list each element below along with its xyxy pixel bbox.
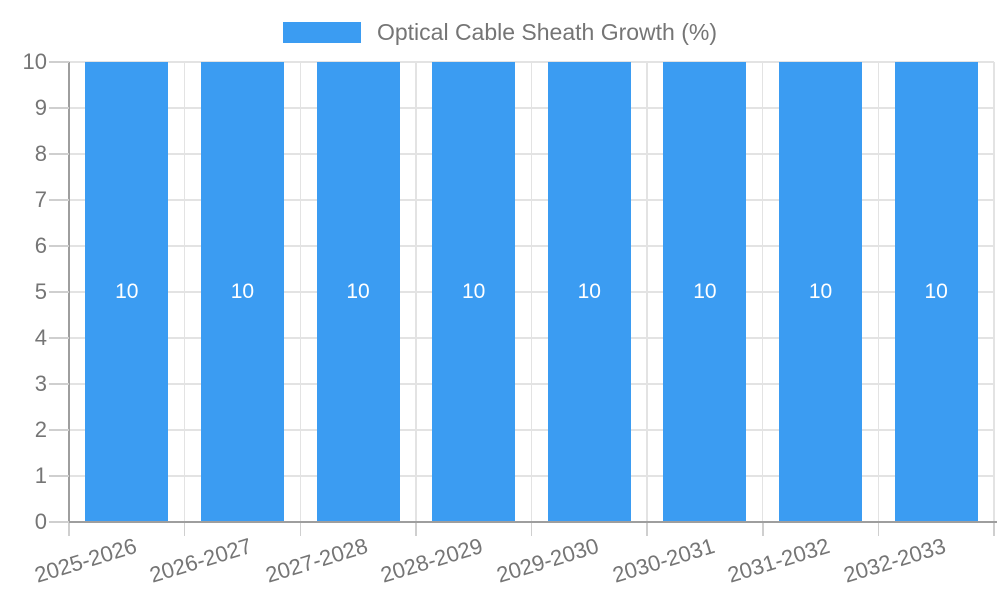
y-tick <box>49 107 69 109</box>
x-axis-label: 2032-2033 <box>840 533 949 588</box>
bar[interactable]: 10 <box>432 62 516 522</box>
y-tick <box>49 383 69 385</box>
x-grid-line <box>530 62 533 522</box>
x-axis-label: 2030-2031 <box>609 533 718 588</box>
legend-swatch <box>282 21 361 43</box>
y-tick <box>49 153 69 155</box>
x-tick <box>68 523 70 536</box>
y-axis-label: 1 <box>34 463 47 488</box>
bar-value-label: 10 <box>462 280 486 303</box>
x-grid-line <box>877 62 880 522</box>
x-grid-line <box>299 62 301 522</box>
bar-value-label: 10 <box>924 280 948 303</box>
bar[interactable]: 10 <box>85 62 169 522</box>
x-tick <box>415 523 417 536</box>
bar[interactable]: 10 <box>663 62 747 522</box>
x-axis-label: 2029-2030 <box>493 533 602 588</box>
x-grid-line <box>183 62 186 522</box>
x-tick <box>299 523 301 536</box>
y-axis-label: 5 <box>34 279 47 304</box>
bar-value-label: 10 <box>577 280 601 303</box>
legend-item[interactable]: Optical Cable Sheath Growth (%) <box>282 18 718 46</box>
plot-area: 10 10 10 10 10 10 10 10 <box>69 61 995 522</box>
bar[interactable]: 10 <box>779 62 863 522</box>
bar-value-label: 10 <box>230 280 255 303</box>
bar[interactable]: 10 <box>316 62 400 522</box>
x-grid-line <box>993 62 995 522</box>
y-axis-label: 4 <box>34 325 47 350</box>
y-tick <box>49 429 69 431</box>
x-axis-line <box>69 521 997 523</box>
x-tick <box>530 523 533 536</box>
y-axis-label: 3 <box>34 371 47 396</box>
y-axis-label: 2 <box>34 417 47 442</box>
x-grid-line <box>415 62 417 522</box>
y-axis-label: 7 <box>34 187 47 212</box>
bar[interactable]: 10 <box>894 62 978 522</box>
x-grid-line <box>646 62 648 522</box>
legend: Optical Cable Sheath Growth (%) <box>0 18 1000 46</box>
y-tick <box>49 245 69 247</box>
x-tick <box>993 523 995 536</box>
y-axis-line <box>68 62 70 522</box>
x-axis-label: 2028-2029 <box>378 533 486 588</box>
x-grid-line <box>762 62 764 522</box>
x-axis-label: 2031-2032 <box>724 533 833 588</box>
bar[interactable]: 10 <box>200 62 284 522</box>
bar-value-label: 10 <box>346 280 370 303</box>
x-tick <box>762 523 764 536</box>
y-tick <box>49 521 69 523</box>
x-tick <box>183 523 186 536</box>
y-tick <box>49 199 69 201</box>
y-tick <box>49 337 69 339</box>
x-axis-label: 2025-2026 <box>31 533 140 588</box>
bar[interactable]: 10 <box>547 62 631 522</box>
bar-value-label: 10 <box>808 280 833 303</box>
x-axis-label: 2026-2027 <box>146 533 255 588</box>
y-axis-label: 9 <box>34 95 47 120</box>
bar-value-label: 10 <box>115 280 139 303</box>
y-axis-label: 6 <box>34 233 47 258</box>
x-tick <box>646 523 648 536</box>
x-tick <box>877 523 880 536</box>
legend-label: Optical Cable Sheath Growth (%) <box>376 19 718 45</box>
y-tick <box>49 61 69 63</box>
x-axis-label: 2027-2028 <box>262 533 371 588</box>
bar-value-label: 10 <box>693 280 717 303</box>
y-tick <box>49 291 69 293</box>
y-axis-label: 0 <box>34 509 47 534</box>
y-axis-label: 8 <box>34 141 47 166</box>
y-axis-label: 10 <box>22 49 47 74</box>
y-tick <box>49 475 69 477</box>
